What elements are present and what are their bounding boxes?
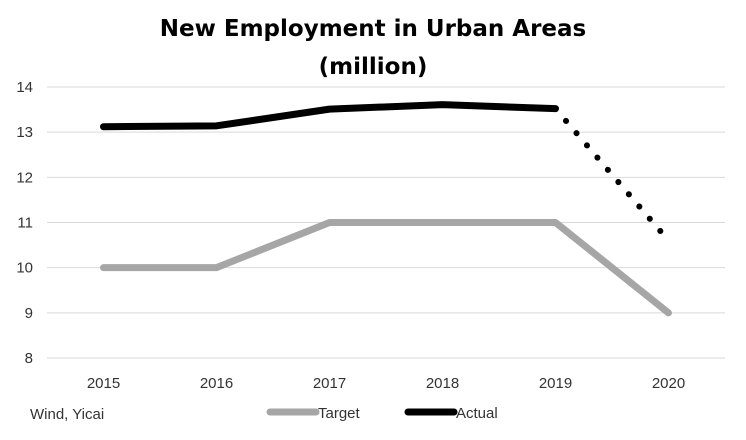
y-tick-label: 10 — [16, 260, 33, 277]
series-target-line — [100, 219, 672, 317]
legend: Target Actual — [266, 405, 498, 422]
x-tick-label: 2017 — [313, 375, 346, 392]
series-actual-forecast-line — [552, 105, 672, 244]
y-axis-ticks: 8 9 10 11 12 13 14 — [16, 79, 33, 367]
series-lines — [100, 101, 672, 317]
legend-label-target: Target — [318, 405, 361, 422]
x-tick-label: 2018 — [426, 375, 459, 392]
x-axis-ticks: 2015 2016 2017 2018 2019 2020 — [87, 375, 685, 392]
x-tick-label: 2015 — [87, 375, 120, 392]
source-note: Wind, Yicai — [30, 406, 104, 423]
y-tick-label: 12 — [16, 169, 33, 186]
series-actual-line — [100, 101, 559, 131]
x-tick-label: 2016 — [200, 375, 233, 392]
y-tick-label: 11 — [17, 215, 33, 232]
x-tick-label: 2019 — [539, 375, 572, 392]
y-tick-label: 13 — [16, 124, 33, 141]
chart-subtitle: (million) — [319, 54, 428, 80]
y-tick-label: 14 — [16, 79, 33, 96]
x-tick-label: 2020 — [652, 375, 685, 392]
chart-title: New Employment in Urban Areas — [160, 16, 586, 42]
y-tick-label: 8 — [25, 350, 33, 367]
y-tick-label: 9 — [25, 305, 33, 322]
legend-label-actual: Actual — [456, 405, 498, 422]
